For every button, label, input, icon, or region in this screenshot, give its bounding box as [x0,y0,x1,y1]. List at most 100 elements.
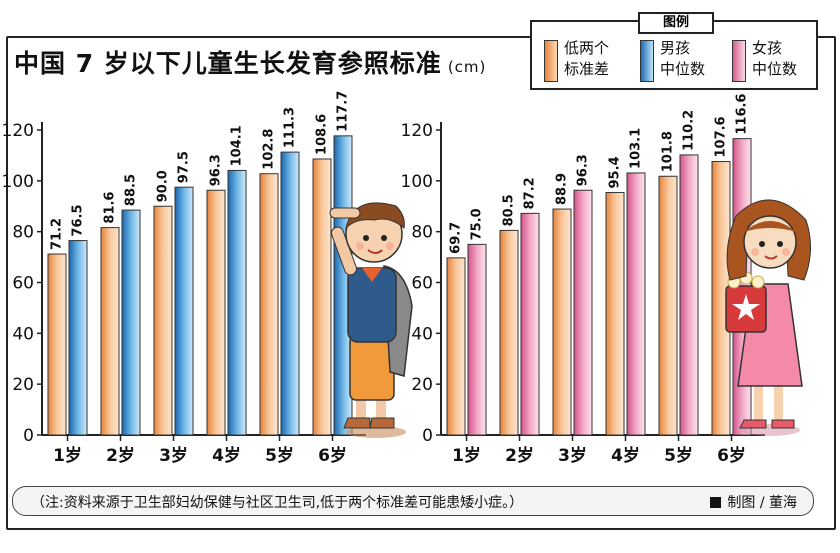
data-label: 90.0 [156,170,171,202]
legend-label-low-sd: 低两个 标准差 [564,38,609,80]
x-tick-label: 3岁 [558,445,587,466]
x-tick-label: 1岁 [452,445,481,466]
bar [259,173,279,436]
unit-label: (cm) [447,58,487,76]
x-tick-label: 5岁 [664,445,693,466]
data-label: 97.5 [177,151,192,183]
bar [679,154,699,436]
data-label: 75.0 [470,208,485,240]
legend-swatch-girl-median [732,40,746,82]
data-label: 81.6 [103,192,118,224]
data-label: 95.4 [608,156,623,188]
data-label: 108.6 [315,114,330,155]
y-tick-label: 40 [411,324,433,344]
page-title: 中国 7 岁以下儿童生长发育参照标准 (cm) [14,44,486,80]
bar [227,169,247,436]
data-label: 80.5 [502,194,517,226]
bar [312,158,332,436]
y-tick-label: 0 [23,426,34,446]
data-label: 96.3 [209,154,224,186]
bar [47,253,67,436]
bar [153,205,173,436]
data-label: 117.7 [336,91,351,132]
bar [121,209,141,436]
unit-text: cm [454,58,480,76]
y-tick-label: 60 [12,274,34,294]
legend-label-girl-median: 女孩 中位数 [752,38,797,80]
bar [499,229,519,436]
boy-illustration [329,202,413,438]
data-label: 107.6 [714,116,729,157]
legend-label-line: 标准差 [564,60,610,78]
data-label: 102.8 [262,129,277,170]
legend-label-line: 低两个 [564,39,610,57]
chart-boys: 0 20 40 60 80 100 120 71.2 76.5 1岁 81.6 88.5 2岁 90.0 9… [2,91,366,466]
bar [520,212,540,436]
girl-illustration [725,199,811,436]
bar [573,189,593,436]
x-tick-label: 1岁 [53,445,82,466]
legend-swatch-boy-median [640,40,654,82]
y-tick-label: 80 [12,223,34,243]
y-tick-label: 20 [12,375,34,395]
bar [552,208,572,436]
bar [658,175,678,436]
legend-label-line: 中位数 [752,60,798,78]
footnote-text: （注:资料来源于卫生部妇幼保健与社区卫生司,低于两个标准差可能患矮小症。） [31,495,524,511]
legend-label-line: 女孩 [752,39,783,57]
data-label: 103.1 [629,128,644,169]
data-label: 87.2 [523,177,538,209]
y-tick-label: 100 [401,172,433,192]
data-label: 96.3 [576,154,591,186]
data-label: 110.2 [682,110,697,151]
legend-swatch-low-sd [544,40,558,82]
data-label: 116.6 [735,94,750,135]
x-tick-label: 4岁 [212,445,241,466]
y-tick-label: 120 [401,121,433,141]
x-tick-label: 2岁 [505,445,534,466]
bar [446,257,466,436]
footnote: （注:资料来源于卫生部妇幼保健与社区卫生司,低于两个标准差可能患矮小症。） 制图… [12,486,814,516]
bar [68,240,88,436]
x-tick-label: 6岁 [717,445,746,466]
y-tick-label: 80 [411,223,433,243]
legend: 图例 低两个 标准差 男孩 中位数 女孩 中位数 [530,12,818,90]
data-label: 71.2 [50,218,65,250]
legend-title: 图例 [638,12,714,34]
x-tick-label: 4岁 [611,445,640,466]
data-label: 104.1 [230,125,245,166]
bar [605,192,625,436]
bar [467,243,487,436]
x-tick-label: 6岁 [318,445,347,466]
data-label: 69.7 [449,222,464,254]
data-label: 76.5 [71,204,86,236]
data-label: 88.5 [124,174,139,206]
data-label: 88.9 [555,173,570,205]
y-tick-label: 100 [2,172,34,192]
bar [280,151,300,436]
data-label: 111.3 [283,107,298,148]
x-tick-label: 2岁 [106,445,135,466]
x-tick-label: 5岁 [265,445,294,466]
legend-label-line: 中位数 [660,60,706,78]
bar [100,227,120,436]
y-tick-label: 0 [422,426,433,446]
y-tick-label: 60 [411,274,433,294]
data-label: 101.8 [661,131,676,172]
y-tick-label: 20 [411,375,433,395]
y-tick-label: 40 [12,324,34,344]
y-tick-label: 120 [2,121,34,141]
chart-girls: 0 20 40 60 80 100 120 69.7 75.0 1岁 80.5 87.2 2岁 88.9 9… [401,94,765,466]
legend-label-boy-median: 男孩 中位数 [660,38,705,80]
title-text: 中国 7 岁以下儿童生长发育参照标准 [14,49,442,78]
credit-text: 制图 / 董海 [727,495,797,511]
credit-square-icon [710,497,722,508]
bar [626,172,646,436]
bar [206,189,226,436]
bar [174,186,194,436]
legend-label-line: 男孩 [660,39,691,57]
x-tick-label: 3岁 [159,445,188,466]
credit: 制图 / 董海 [710,492,797,512]
